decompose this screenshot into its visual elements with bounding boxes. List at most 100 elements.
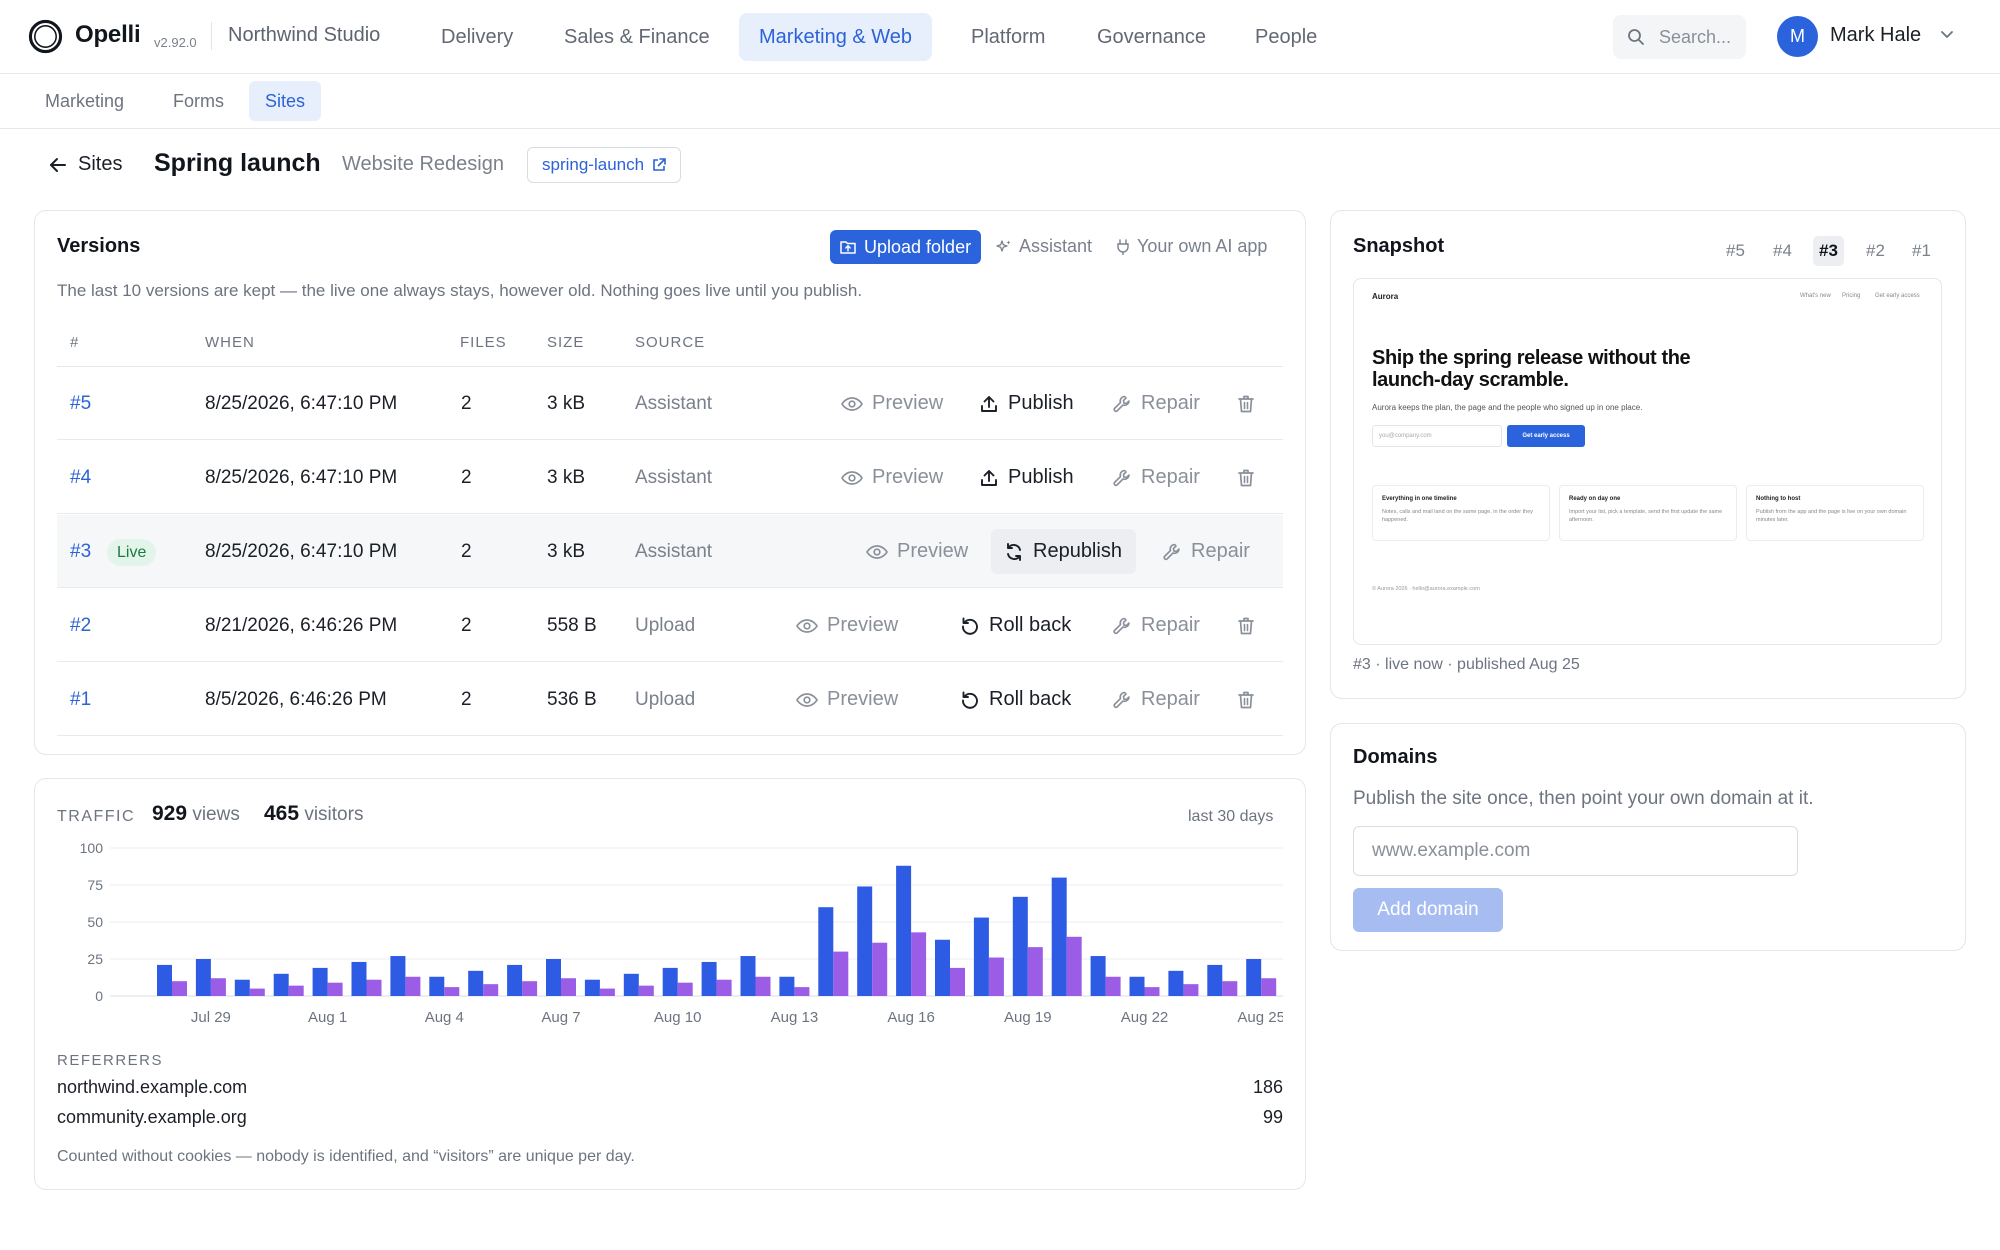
visitors-label: visitors [304, 804, 364, 825]
referrer-count: 99 [1262, 1107, 1283, 1127]
avatar[interactable]: M [1777, 16, 1818, 57]
eye-icon [796, 692, 818, 708]
site-slug: spring-launch [542, 155, 645, 174]
repair-button[interactable]: Repair [1112, 441, 1200, 514]
repair-button[interactable]: Repair [1112, 663, 1200, 736]
views-bar [662, 967, 678, 996]
nav-delivery[interactable]: Delivery [441, 26, 514, 48]
user-name[interactable]: Mark Hale [1830, 24, 1922, 46]
preview-cta: Get early access [1507, 425, 1585, 447]
repair-button[interactable]: Repair [1112, 589, 1200, 662]
snapshot-preview[interactable]: Aurora What's new Pricing Get early acce… [1353, 278, 1942, 645]
y-tick-label: 0 [95, 988, 103, 1004]
preview-feature-card: Nothing to host Publish from the app and… [1746, 485, 1924, 541]
referrer-host: community.example.org [57, 1107, 247, 1127]
publish-button[interactable]: Publish [979, 367, 1074, 440]
republish-button[interactable]: Republish [1004, 515, 1122, 588]
version-size: 558 B [547, 615, 597, 636]
top-bar: Opelli v2.92.0 Northwind Studio Delivery… [0, 0, 2000, 74]
repair-button[interactable]: Repair [1162, 515, 1250, 588]
preview-button[interactable]: Preview [796, 663, 898, 736]
tab-sites[interactable]: Sites [249, 81, 322, 121]
visitors-bar [794, 987, 810, 996]
preview-feature-body: Import your list, pick a template, send … [1569, 509, 1723, 523]
preview-button[interactable]: Preview [841, 441, 943, 514]
domain-input[interactable] [1353, 826, 1798, 876]
trash-icon [1237, 394, 1255, 414]
referrer-count: 186 [1252, 1077, 1283, 1097]
nav-sales-finance[interactable]: Sales & Finance [564, 26, 710, 48]
delete-button[interactable] [1237, 441, 1255, 514]
visitors-bar [405, 976, 421, 996]
x-tick-label: Aug 16 [887, 1009, 935, 1026]
views-bar [1168, 970, 1184, 996]
back-link[interactable]: Sites [78, 153, 123, 175]
org-name[interactable]: Northwind Studio [228, 24, 381, 46]
version-number[interactable]: #4 [70, 467, 92, 488]
y-tick-label: 50 [87, 914, 103, 930]
views-bar [584, 979, 600, 996]
delete-button[interactable] [1237, 367, 1255, 440]
x-tick-label: Aug 19 [1004, 1009, 1052, 1026]
own-ai-app-button[interactable]: Your own AI app [1116, 236, 1267, 257]
views-bar [390, 956, 406, 996]
site-slug-link[interactable]: spring-launch [527, 147, 682, 183]
search-box[interactable]: Search... [1613, 15, 1746, 59]
preview-button[interactable]: Preview [866, 515, 968, 588]
visitors-bar [716, 979, 732, 996]
version-number[interactable]: #2 [70, 615, 92, 636]
snapshot-tab-1[interactable]: #1 [1912, 241, 1931, 260]
sparkle-icon [996, 239, 1011, 252]
publish-button[interactable]: Publish [979, 441, 1074, 514]
external-link-icon [653, 158, 666, 171]
nav-people[interactable]: People [1255, 26, 1318, 48]
upload-folder-button[interactable]: Upload folder [830, 230, 982, 264]
traffic-chart: 0 25 50 75 100 Jul 29 Aug 1 Aug 4 Aug 7 Aug 10 Aug… [80, 840, 1283, 1026]
views-stat: 929 views [152, 802, 240, 826]
version-row: #4 8/25/2026, 6:47:10 PM 2 3 kB Assistant Pre… [57, 441, 1283, 514]
delete-button[interactable] [1237, 663, 1255, 736]
snapshot-tab-3[interactable]: #3 [1813, 236, 1844, 266]
add-domain-button[interactable]: Add domain [1353, 888, 1503, 932]
views-bar [546, 959, 561, 996]
version-row: #1 8/5/2026, 6:46:26 PM 2 536 B Upload Previe… [57, 663, 1283, 736]
y-tick-label: 75 [87, 877, 103, 893]
version-files: 2 [461, 467, 472, 488]
version-number[interactable]: #3 [70, 541, 92, 562]
snapshot-tab-5[interactable]: #5 [1726, 241, 1745, 260]
nav-governance[interactable]: Governance [1097, 26, 1206, 48]
chevron-down-icon[interactable] [1940, 30, 1954, 40]
trash-icon [1237, 690, 1255, 710]
repair-button-label: Repair [1141, 688, 1200, 710]
visitors-count: 465 [264, 802, 300, 825]
nav-marketing-web[interactable]: Marketing & Web [739, 13, 933, 61]
roll-back-button[interactable]: Roll back [960, 589, 1071, 662]
snapshot-tab-2[interactable]: #2 [1866, 241, 1885, 260]
visitors-bar [1027, 947, 1043, 996]
tab-marketing[interactable]: Marketing [45, 91, 125, 111]
roll-back-button[interactable]: Roll back [960, 663, 1071, 736]
arrow-left-icon[interactable] [48, 156, 68, 174]
repair-button[interactable]: Repair [1112, 367, 1200, 440]
snapshot-tab-4[interactable]: #4 [1773, 241, 1792, 260]
folder-upload-icon [840, 241, 856, 254]
version-number[interactable]: #1 [70, 689, 92, 710]
version-when: 8/5/2026, 6:46:26 PM [205, 689, 387, 710]
visitors-bar [911, 932, 927, 996]
upload-folder-label: Upload folder [864, 236, 972, 257]
version-number[interactable]: #5 [70, 393, 92, 414]
versions-card [34, 210, 1306, 755]
views-bar [507, 964, 523, 996]
wrench-icon [1112, 690, 1132, 710]
tab-forms[interactable]: Forms [173, 91, 224, 111]
column-header-files: FILES [460, 334, 507, 351]
rollback-icon [960, 616, 980, 636]
preview-button[interactable]: Preview [796, 589, 898, 662]
visitors-bar [677, 982, 693, 996]
assistant-button[interactable]: Assistant [996, 236, 1092, 257]
visitors-bar [1183, 984, 1199, 996]
visitors-bar [444, 987, 460, 996]
delete-button[interactable] [1237, 589, 1255, 662]
nav-platform[interactable]: Platform [971, 26, 1046, 48]
preview-button[interactable]: Preview [841, 367, 943, 440]
